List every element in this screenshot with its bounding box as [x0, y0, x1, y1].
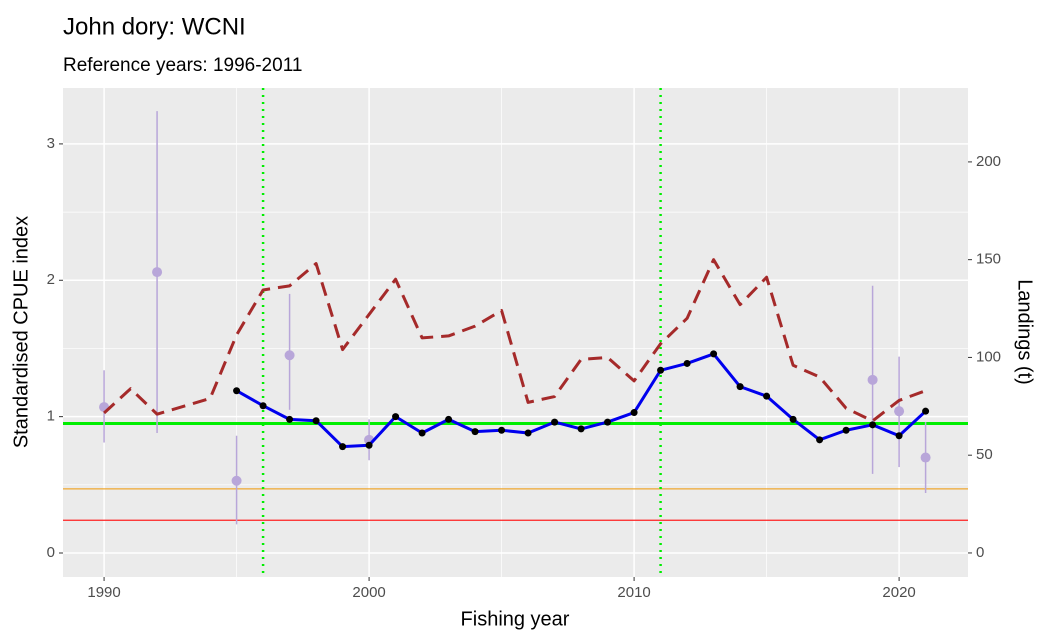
cpue-point: [339, 443, 347, 451]
index-point: [894, 406, 905, 417]
cpue-point: [789, 415, 797, 423]
y-tick-label: 3: [47, 135, 55, 152]
x-tick-label: 2020: [882, 584, 915, 601]
cpue-point: [922, 407, 930, 415]
y2-tick-label: 0: [976, 544, 984, 561]
cpue-point: [604, 418, 612, 426]
cpue-point: [233, 387, 241, 395]
x-tick-label: 2010: [617, 584, 650, 601]
cpue-point: [286, 415, 294, 423]
chart-subtitle: Reference years: 1996-2011: [63, 55, 302, 76]
cpue-point: [498, 426, 506, 434]
y-tick-label: 0: [47, 544, 55, 561]
cpue-point: [710, 350, 718, 358]
index-point: [152, 267, 163, 278]
y-axis-label: Standardised CPUE index: [10, 216, 32, 448]
cpue-point: [445, 415, 453, 423]
y2-tick-label: 50: [976, 446, 993, 463]
index-point: [920, 452, 931, 463]
cpue-point: [418, 429, 426, 437]
panel-background: [63, 88, 968, 577]
y-tick-label: 2: [47, 271, 55, 288]
cpue-point: [683, 359, 691, 367]
cpue-point: [259, 402, 267, 410]
cpue-point: [869, 421, 877, 429]
cpue-point: [895, 432, 903, 440]
cpue-point: [630, 409, 638, 417]
index-point: [284, 350, 295, 361]
cpue-point: [577, 425, 585, 433]
cpue-point: [736, 383, 744, 391]
cpue-point: [551, 418, 559, 426]
cpue-point: [657, 366, 665, 374]
cpue-point: [763, 392, 771, 400]
index-point: [231, 475, 242, 486]
y2-axis-label: Landings (t): [1014, 279, 1036, 385]
index-point: [867, 374, 878, 385]
y2-tick-label: 200: [976, 153, 1001, 170]
y-tick-label: 1: [47, 408, 55, 425]
y2-tick-label: 150: [976, 251, 1001, 268]
cpue-point: [312, 417, 320, 425]
cpue-point: [365, 441, 373, 449]
cpue-point: [842, 426, 850, 434]
cpue-point: [816, 436, 824, 444]
x-tick-label: 2000: [352, 584, 385, 601]
landings-line: [103, 258, 927, 423]
cpue-point: [392, 413, 400, 421]
cpue-point: [524, 429, 532, 437]
y2-tick-label: 100: [976, 348, 1001, 365]
chart-title: John dory: WCNI: [63, 13, 246, 40]
x-tick-label: 1990: [87, 584, 120, 601]
cpue-point: [471, 428, 479, 436]
x-axis-label: Fishing year: [461, 608, 570, 630]
